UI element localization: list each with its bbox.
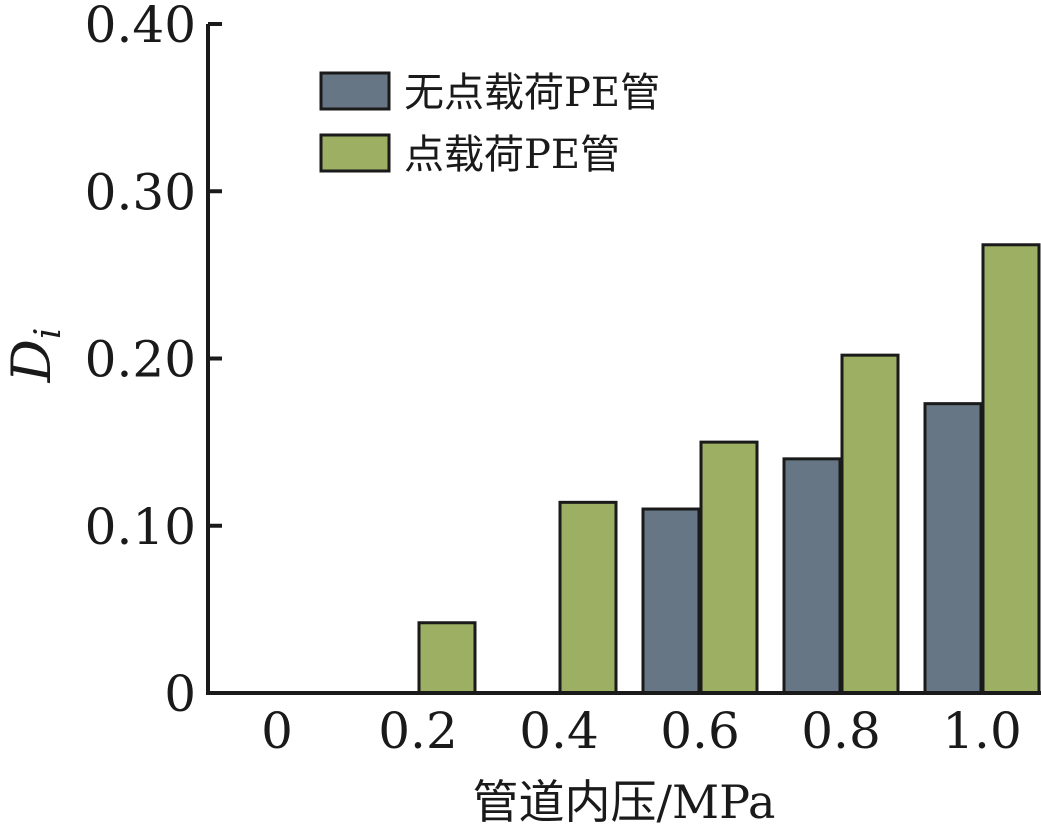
x-tick-label: 0	[261, 702, 293, 760]
bar-series-2-0.8	[840, 353, 900, 695]
y-tick-label: 0.10	[85, 498, 196, 556]
x-axis-label: 管道内压/MPa	[473, 775, 776, 827]
bar-series-1-0.8	[782, 457, 842, 695]
y-axis-label-subscript: i	[28, 328, 69, 340]
axes-layer	[206, 24, 1041, 695]
x-tick-label: 0.6	[660, 702, 740, 760]
x-tick-label: 0.8	[801, 702, 881, 760]
y-axis-label-main: D	[0, 339, 63, 383]
bar-series-2-0.6	[699, 440, 759, 695]
bar-series-2-0.4	[558, 500, 618, 695]
x-tick-label: 0.4	[519, 702, 599, 760]
y-tick-label: 0.20	[85, 331, 196, 389]
legend-swatch-series-1	[319, 71, 391, 111]
bar-series-2-1.0	[981, 243, 1041, 695]
y-tick-label: 0.30	[85, 163, 196, 221]
bar-series-1-1.0	[923, 402, 983, 695]
legend-label-series-2: 点载荷PE管	[404, 132, 620, 178]
x-ticks: 0 0.2 0.4 0.6 0.8 1.0	[261, 702, 1022, 760]
bar-series-1-0.6	[641, 507, 701, 695]
svg-text:Di: Di	[0, 328, 69, 384]
x-tick-label: 0.2	[378, 702, 458, 760]
y-tick-label: 0	[164, 665, 196, 723]
y-axis-label: Di	[0, 328, 69, 384]
legend-swatch-series-2	[319, 133, 391, 173]
y-tick-label: 0.40	[85, 0, 196, 54]
bar-series-2-0.2	[417, 621, 477, 695]
y-ticks: 0 0.10 0.20 0.30 0.40	[85, 0, 222, 723]
legend-label-series-1: 无点载荷PE管	[404, 70, 660, 116]
bars-layer	[417, 243, 1041, 695]
x-tick-label: 1.0	[942, 702, 1022, 760]
